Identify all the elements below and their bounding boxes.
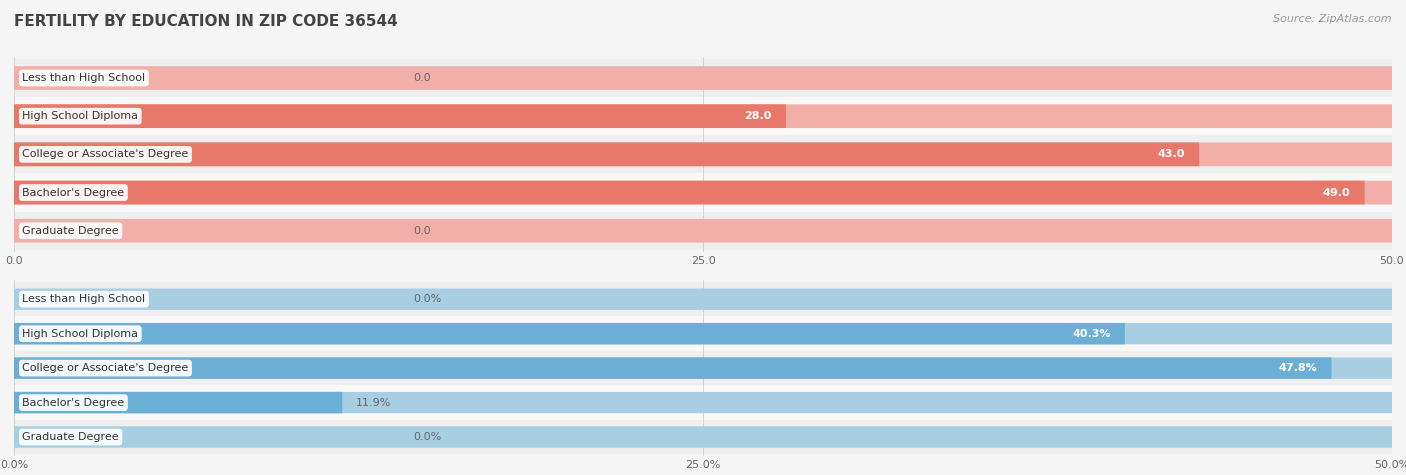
Text: Graduate Degree: Graduate Degree <box>22 432 120 442</box>
Bar <box>14 135 1392 173</box>
FancyBboxPatch shape <box>14 357 1392 379</box>
Bar <box>14 385 1392 420</box>
Text: College or Associate's Degree: College or Associate's Degree <box>22 363 188 373</box>
FancyBboxPatch shape <box>14 142 1199 166</box>
Bar <box>14 59 1392 97</box>
Text: 49.0: 49.0 <box>1323 188 1351 198</box>
Bar <box>14 420 1392 454</box>
Bar <box>14 97 1392 135</box>
Text: High School Diploma: High School Diploma <box>22 329 138 339</box>
Text: High School Diploma: High School Diploma <box>22 111 138 121</box>
FancyBboxPatch shape <box>14 427 1392 448</box>
FancyBboxPatch shape <box>14 219 1392 243</box>
Text: College or Associate's Degree: College or Associate's Degree <box>22 149 188 160</box>
FancyBboxPatch shape <box>14 66 1392 90</box>
Text: 0.0%: 0.0% <box>413 294 441 304</box>
Text: FERTILITY BY EDUCATION IN ZIP CODE 36544: FERTILITY BY EDUCATION IN ZIP CODE 36544 <box>14 14 398 29</box>
FancyBboxPatch shape <box>14 323 1125 344</box>
Text: 47.8%: 47.8% <box>1279 363 1317 373</box>
FancyBboxPatch shape <box>14 392 1392 413</box>
Text: Source: ZipAtlas.com: Source: ZipAtlas.com <box>1274 14 1392 24</box>
Text: 40.3%: 40.3% <box>1073 329 1111 339</box>
FancyBboxPatch shape <box>14 104 1392 128</box>
Text: Bachelor's Degree: Bachelor's Degree <box>22 398 125 408</box>
Text: Graduate Degree: Graduate Degree <box>22 226 120 236</box>
Text: 0.0%: 0.0% <box>413 432 441 442</box>
Text: 43.0: 43.0 <box>1159 149 1185 160</box>
Bar <box>14 173 1392 212</box>
FancyBboxPatch shape <box>14 323 1392 344</box>
FancyBboxPatch shape <box>14 180 1392 204</box>
Text: Less than High School: Less than High School <box>22 294 145 304</box>
Text: Bachelor's Degree: Bachelor's Degree <box>22 188 125 198</box>
Bar <box>14 282 1392 316</box>
Bar <box>14 351 1392 385</box>
Text: 11.9%: 11.9% <box>356 398 391 408</box>
FancyBboxPatch shape <box>14 180 1365 204</box>
Text: 0.0: 0.0 <box>413 226 432 236</box>
FancyBboxPatch shape <box>14 288 1392 310</box>
Bar <box>14 212 1392 250</box>
FancyBboxPatch shape <box>14 104 786 128</box>
Text: 0.0: 0.0 <box>413 73 432 83</box>
Text: Less than High School: Less than High School <box>22 73 145 83</box>
FancyBboxPatch shape <box>14 392 342 413</box>
FancyBboxPatch shape <box>14 357 1331 379</box>
Bar <box>14 316 1392 351</box>
FancyBboxPatch shape <box>14 142 1392 166</box>
Text: 28.0: 28.0 <box>745 111 772 121</box>
